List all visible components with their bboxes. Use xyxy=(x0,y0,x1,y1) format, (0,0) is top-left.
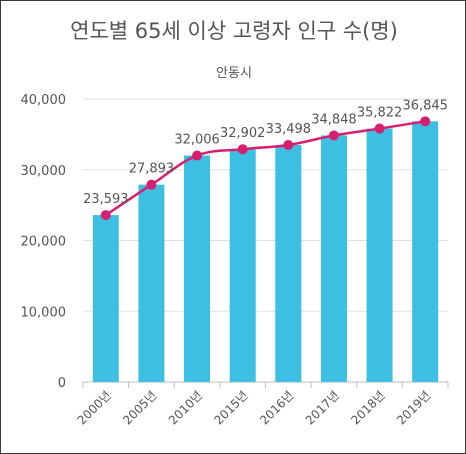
data-point xyxy=(420,116,431,127)
data-point xyxy=(374,123,385,134)
data-point xyxy=(146,179,157,190)
data-point xyxy=(283,140,294,151)
x-tick-label: 2000년 xyxy=(75,388,114,427)
data-label: 36,845 xyxy=(402,98,448,113)
chart-title: 연도별 65세 이상 고령자 인구 수(명) xyxy=(70,19,398,43)
data-point xyxy=(100,210,111,221)
y-tick-label: 40,000 xyxy=(21,93,67,108)
data-label: 34,848 xyxy=(311,112,357,127)
x-tick-label: 2018년 xyxy=(348,388,387,427)
data-point xyxy=(192,150,203,161)
data-label: 27,893 xyxy=(129,162,175,177)
x-tick-label: 2010년 xyxy=(166,388,205,427)
data-label: 33,498 xyxy=(266,122,312,137)
bar xyxy=(412,121,439,382)
y-tick-label: 30,000 xyxy=(21,164,67,179)
bar xyxy=(366,128,393,382)
x-tick-label: 2016년 xyxy=(257,388,296,427)
y-tick-label: 10,000 xyxy=(21,305,67,320)
data-label: 32,902 xyxy=(220,126,266,141)
bar xyxy=(138,184,165,382)
data-label: 32,006 xyxy=(174,133,220,148)
data-point xyxy=(328,130,339,141)
bar xyxy=(184,155,211,382)
bar xyxy=(275,145,302,382)
x-tick-label: 2019년 xyxy=(394,388,433,427)
bar xyxy=(229,149,256,382)
x-tick-label: 2005년 xyxy=(120,388,159,427)
y-tick-label: 0 xyxy=(58,376,66,391)
y-tick-label: 20,000 xyxy=(21,235,67,250)
data-point xyxy=(237,144,248,155)
data-label: 23,593 xyxy=(83,192,129,207)
data-label: 35,822 xyxy=(357,106,403,121)
bar xyxy=(92,215,119,382)
x-tick-label: 2017년 xyxy=(303,388,342,427)
x-tick-label: 2015년 xyxy=(211,388,250,427)
chart-subtitle: 안동시 xyxy=(216,66,252,81)
bar xyxy=(320,135,347,382)
